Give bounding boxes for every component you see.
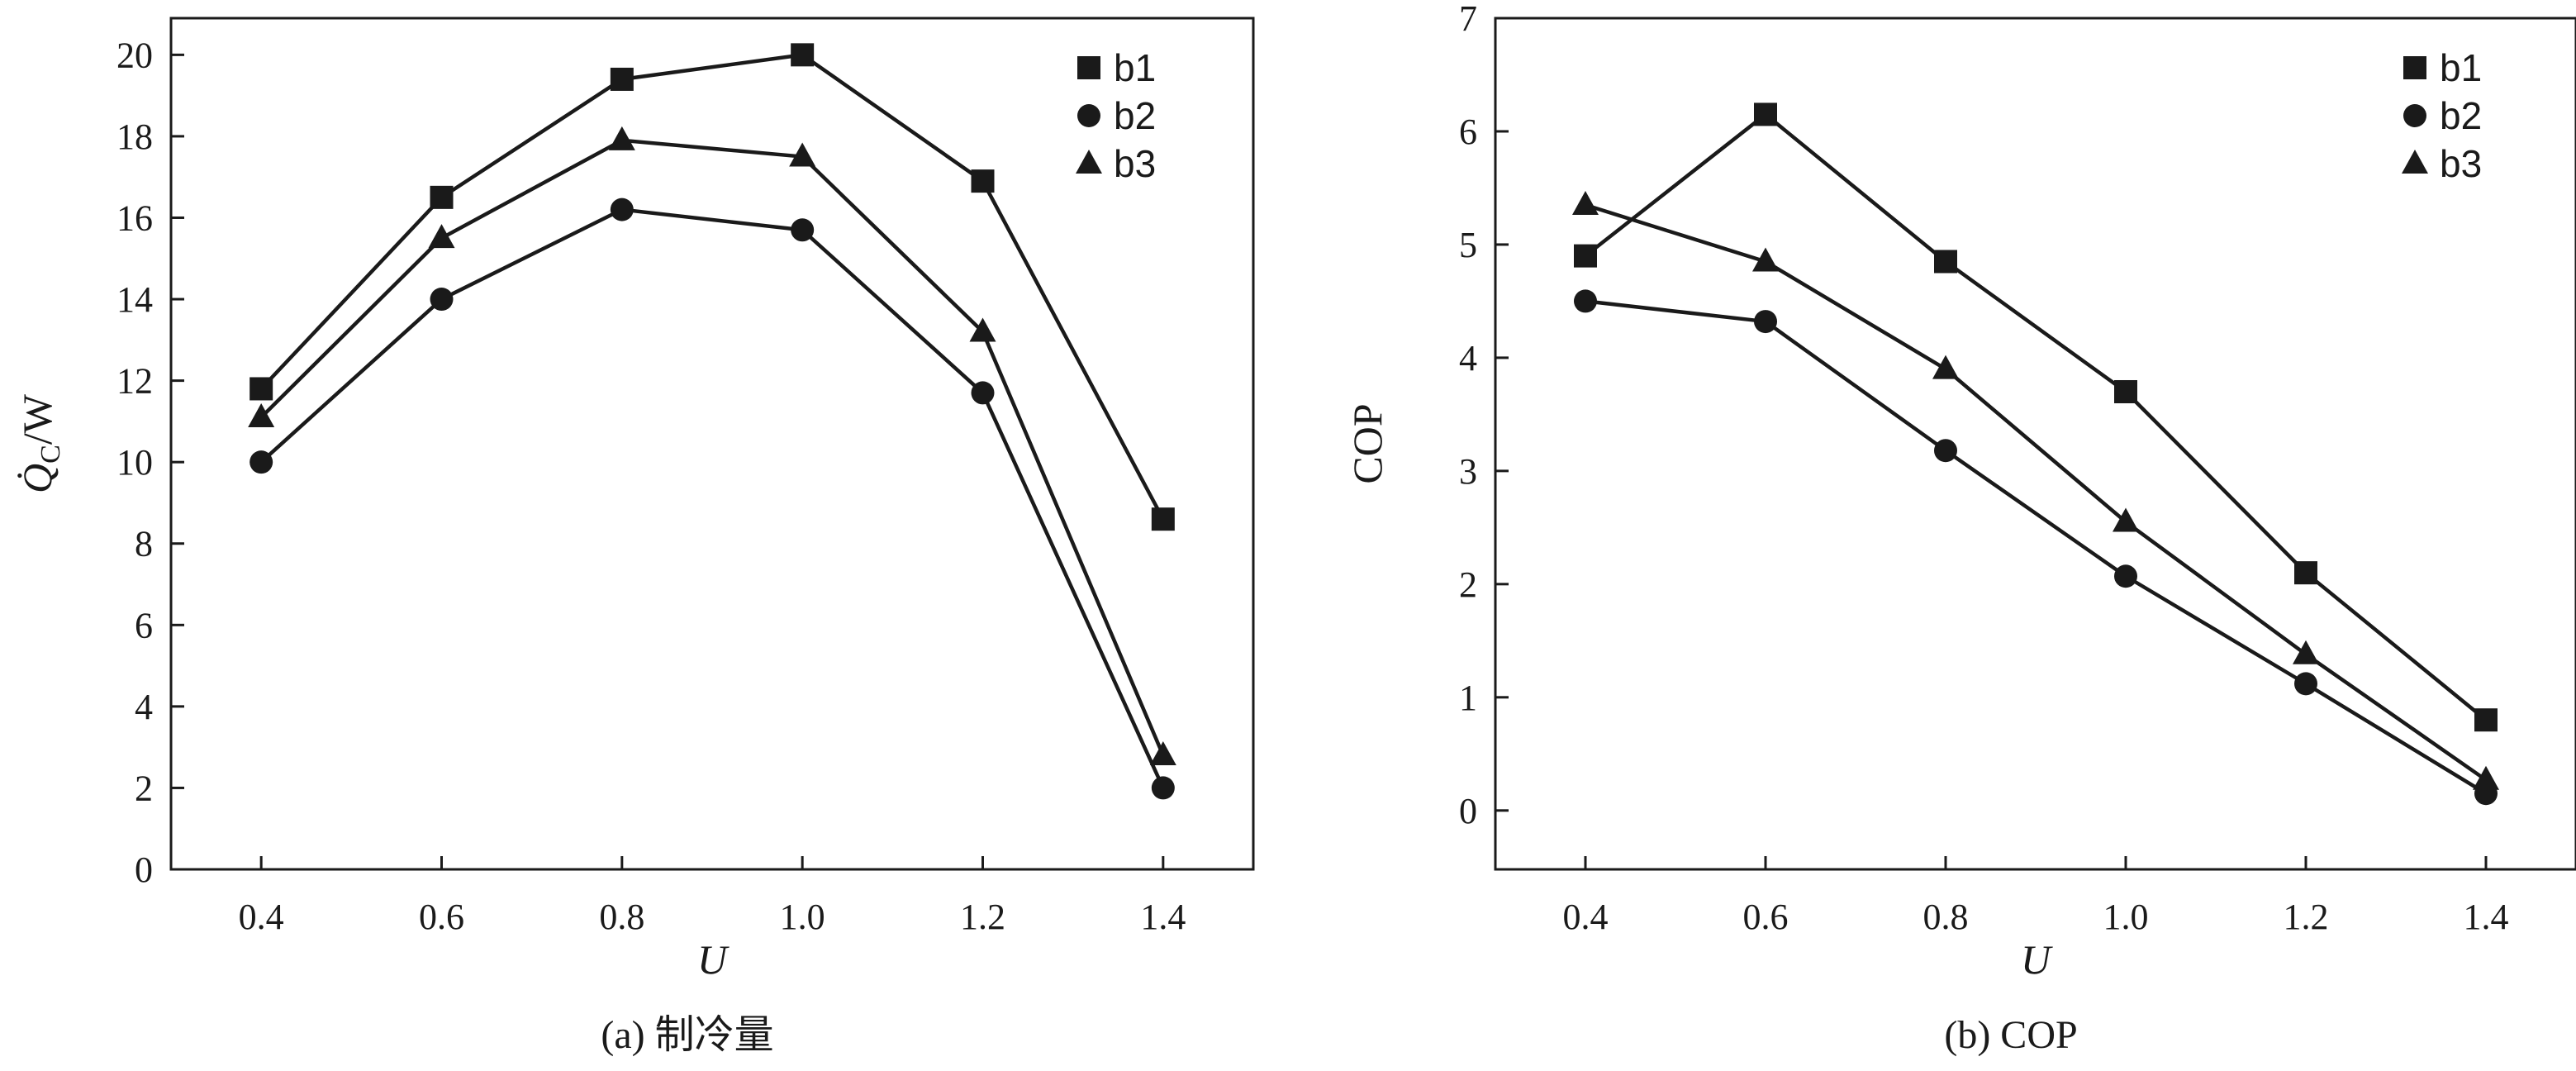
legend-marker-b3	[2402, 150, 2428, 174]
legend-label: b3	[2440, 142, 2482, 185]
legend-label: b3	[1114, 142, 1156, 185]
data-point-b2	[430, 288, 454, 312]
legend-marker-b2	[1077, 104, 1100, 127]
data-point-b2	[1151, 776, 1175, 800]
data-point-b2	[1934, 439, 1957, 463]
y-tick-label: 2	[135, 768, 153, 808]
data-point-b1	[250, 377, 273, 401]
x-tick-label: 0.4	[1563, 897, 1609, 937]
legend-label: b2	[1114, 94, 1156, 137]
data-point-b2	[1574, 289, 1597, 313]
x-tick-label: 1.2	[960, 897, 1005, 937]
x-tick-label: 0.8	[599, 897, 644, 937]
data-point-b2	[610, 198, 634, 221]
y-tick-label: 6	[135, 605, 153, 645]
y-tick-label: 2	[1459, 564, 1477, 605]
data-point-b1	[1934, 250, 1957, 274]
data-point-b3	[2113, 507, 2139, 532]
y-tick-label: 8	[135, 524, 153, 564]
y-axis-label-subscript: C	[36, 445, 66, 464]
data-point-b1	[2474, 708, 2498, 732]
x-tick-label: 0.6	[419, 897, 464, 937]
data-point-b2	[2294, 672, 2317, 696]
data-point-b2	[1754, 310, 1777, 334]
y-tick-label: 18	[116, 117, 153, 157]
legend-label: b1	[1114, 46, 1156, 89]
data-point-b1	[791, 43, 815, 67]
series-line-b1	[1584, 112, 2488, 721]
data-point-b1	[1574, 244, 1597, 268]
panel-caption: (b) COP	[1944, 1013, 2077, 1057]
y-tick-label: 4	[1459, 338, 1477, 378]
data-point-b1	[1754, 102, 1777, 126]
y-axis-label-symbol: Q̇	[14, 464, 60, 493]
x-tick-label: 1.4	[2464, 897, 2509, 937]
legend-label: b2	[2440, 94, 2482, 137]
legend-marker-b2	[2403, 104, 2426, 127]
x-tick-label: 1.0	[2103, 897, 2149, 937]
data-point-b2	[971, 381, 995, 405]
legend-marker-b1	[1077, 56, 1100, 79]
y-tick-label: 7	[1459, 0, 1477, 39]
panel-caption: (a) 制冷量	[601, 1013, 773, 1057]
y-tick-label: 14	[116, 279, 153, 320]
series-line-b2	[259, 207, 1165, 789]
data-point-b3	[789, 142, 816, 167]
plot-frame	[1494, 17, 2576, 871]
y-tick-label: 1	[1459, 678, 1477, 718]
y-tick-label: 6	[1459, 112, 1477, 152]
data-point-b3	[1572, 190, 1599, 215]
x-axis-label: U	[2021, 936, 2053, 983]
data-point-b3	[1149, 741, 1176, 766]
data-point-b1	[971, 169, 995, 193]
data-point-b3	[608, 126, 635, 150]
y-tick-label: 0	[1459, 791, 1477, 831]
y-tick-label: 3	[1459, 451, 1477, 492]
x-tick-label: 1.4	[1140, 897, 1186, 937]
x-tick-label: 1.0	[780, 897, 825, 937]
y-tick-label: 20	[116, 35, 153, 75]
data-point-b3	[2473, 765, 2499, 790]
legend-label: b1	[2440, 46, 2482, 89]
y-axis-label-unit: /W	[14, 393, 60, 445]
data-point-b3	[428, 224, 455, 249]
y-tick-label: 5	[1459, 225, 1477, 265]
legend-marker-b1	[2403, 56, 2426, 79]
data-point-b2	[791, 218, 815, 242]
y-tick-label: 4	[135, 687, 153, 727]
y-axis-label: COP	[1344, 403, 1390, 483]
panel-b-cop: 0.4 0.6 0.8 1.0 1.2 1.4 0 1 2 3 4 5 6 7 U COP b1 b2 b3 (b) …	[1344, 0, 2576, 1057]
data-point-b1	[2114, 379, 2137, 403]
y-tick-label: 0	[135, 850, 153, 890]
x-tick-label: 0.6	[1743, 897, 1789, 937]
panel-a-cooling-capacity: 0.4 0.6 0.8 1.0 1.2 1.4 0 2 4 6 8 10 12 14 16 18 20 U Q̇C/…	[14, 17, 1255, 1057]
data-point-b1	[2294, 561, 2317, 585]
data-point-b2	[2114, 564, 2137, 588]
x-axis-label: U	[697, 936, 730, 983]
data-point-b2	[250, 450, 273, 474]
series-line-b1	[259, 53, 1165, 521]
series-line-b2	[1585, 299, 2488, 796]
y-tick-label: 10	[116, 442, 153, 483]
series-line-b3	[259, 138, 1165, 756]
data-point-b3	[248, 402, 275, 427]
x-tick-label: 1.2	[2284, 897, 2329, 937]
y-tick-label: 12	[116, 361, 153, 402]
series-line-b3	[1585, 202, 2488, 782]
data-point-b3	[2293, 640, 2319, 664]
data-point-b1	[1151, 507, 1175, 531]
data-point-b3	[1932, 355, 1959, 379]
y-axis-label: Q̇C/W	[14, 393, 66, 493]
legend-marker-b3	[1076, 150, 1102, 174]
x-tick-label: 0.8	[1923, 897, 1969, 937]
data-point-b3	[1752, 247, 1779, 272]
data-point-b1	[610, 67, 634, 91]
data-point-b1	[430, 185, 454, 209]
data-point-b3	[969, 317, 996, 342]
x-tick-label: 0.4	[239, 897, 284, 937]
plot-frame	[169, 17, 1255, 871]
y-tick-label: 16	[116, 198, 153, 238]
